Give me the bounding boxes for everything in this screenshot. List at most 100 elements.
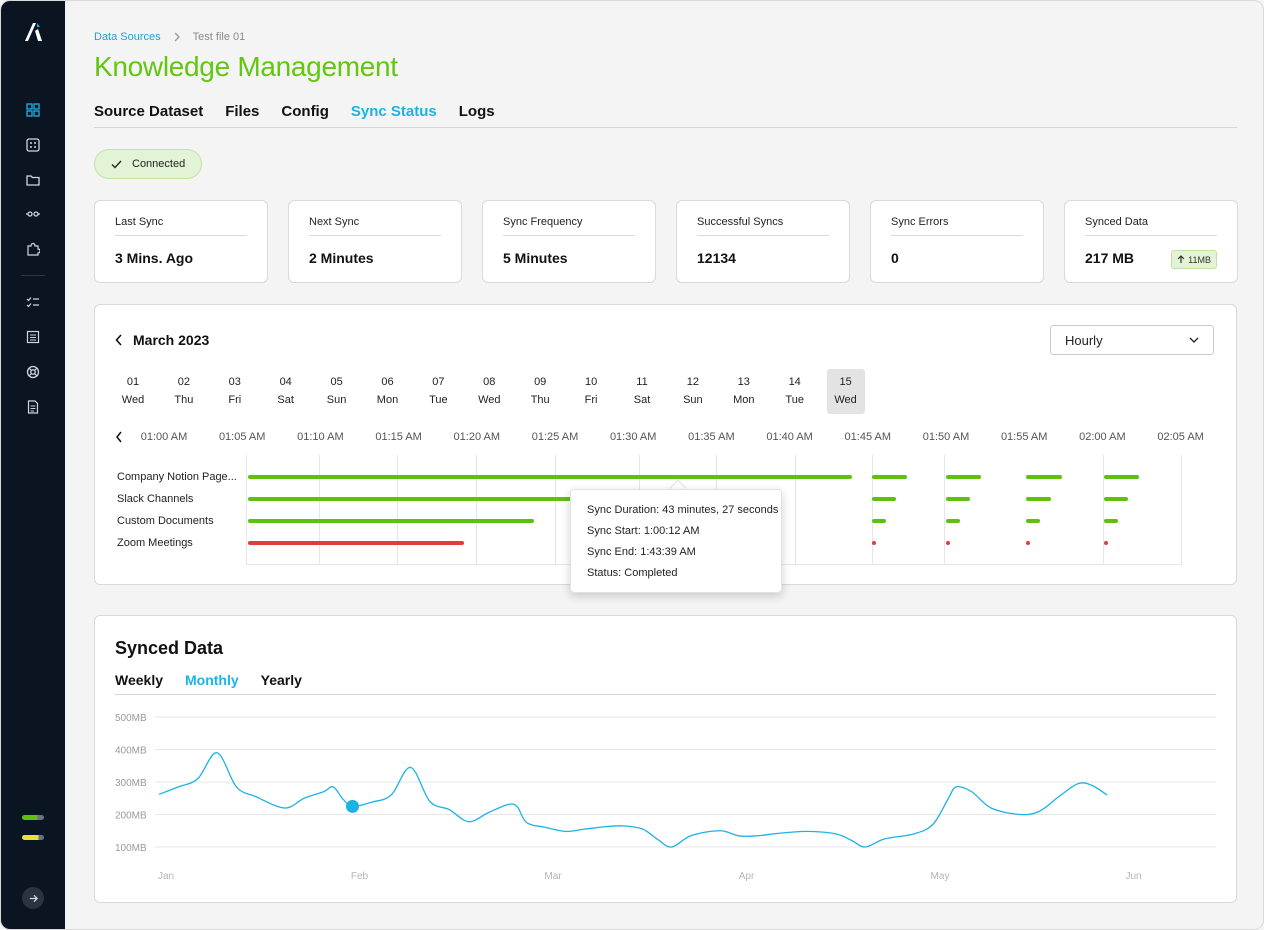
stat-label: Sync Frequency [503, 216, 583, 228]
day-06[interactable]: 06 Mon [369, 369, 407, 414]
sync-run-bar[interactable] [872, 475, 907, 479]
tab-sync-status[interactable]: Sync Status [350, 103, 437, 120]
stat-card-next-sync: Next Sync 2 Minutes [288, 200, 462, 283]
arrow-up-icon [1177, 255, 1185, 263]
sync-run-bar[interactable] [946, 475, 981, 479]
sync-error-marker[interactable] [872, 541, 876, 545]
day-number: 08 [483, 376, 496, 388]
dashboard-icon[interactable] [23, 100, 43, 120]
day-09[interactable]: 09 Thu [521, 369, 559, 414]
y-tick-label: 300MB [115, 778, 147, 789]
sync-run-bar[interactable] [946, 497, 970, 501]
time-label: 01:20 AM [453, 431, 501, 443]
tab-monthly[interactable]: Monthly [185, 672, 239, 688]
sync-run-bar[interactable] [1026, 497, 1051, 501]
stat-label: Sync Errors [891, 216, 949, 228]
sync-run-bar[interactable] [248, 475, 852, 479]
sync-error-bar[interactable] [248, 541, 464, 545]
day-04[interactable]: 04 Sat [267, 369, 305, 414]
y-tick-label: 400MB [115, 746, 147, 757]
breadcrumb-data-sources[interactable]: Data Sources [94, 31, 161, 43]
y-tick-label: 100MB [115, 843, 147, 854]
time-label: 02:00 AM [1079, 431, 1126, 443]
sync-row-label: Zoom Meetings [117, 537, 193, 549]
granularity-dropdown[interactable]: Hourly [1050, 325, 1214, 355]
tab-weekly[interactable]: Weekly [115, 672, 163, 688]
day-weekday: Wed [121, 394, 145, 406]
stat-value: 0 [891, 250, 899, 266]
day-weekday: Tue [785, 394, 804, 406]
sync-run-bar[interactable] [248, 497, 571, 501]
timeline-gridline [555, 455, 556, 565]
stat-card-synced-data: Synced Data 217 MB 11MB [1064, 200, 1238, 283]
time-label: 01:10 AM [297, 431, 344, 443]
breadcrumb: Data Sources Test file 01 [94, 31, 245, 43]
app-logo[interactable] [23, 21, 45, 43]
stat-card-successful-syncs: Successful Syncs 12134 [676, 200, 850, 283]
tab-files[interactable]: Files [225, 103, 260, 120]
day-number: 06 [381, 376, 394, 388]
day-weekday: Mon [376, 394, 399, 406]
day-number: 10 [584, 376, 598, 388]
synced-data-panel: Synced Data Weekly Monthly Yearly 100MB 2… [94, 615, 1237, 903]
sync-run-bar[interactable] [248, 519, 534, 523]
day-weekday: Sun [683, 394, 703, 406]
sync-error-marker[interactable] [1026, 541, 1030, 545]
day-11[interactable]: 11 Sat [623, 369, 661, 414]
time-label: 01:45 AM [844, 431, 892, 443]
tab-config[interactable]: Config [281, 103, 329, 120]
timeline-gridline [872, 455, 873, 565]
stat-value: 12134 [697, 250, 736, 266]
connection-icon[interactable] [23, 204, 43, 224]
day-05[interactable]: 05 Sun [318, 369, 356, 414]
time-label: 01:00 AM [140, 431, 188, 443]
month-label: March 2023 [133, 332, 210, 348]
sync-row-label: Company Notion Page... [117, 471, 237, 483]
day-08[interactable]: 08 Wed [470, 369, 508, 414]
day-12[interactable]: 12 Sun [674, 369, 712, 414]
sidebar-divider [21, 275, 45, 276]
sync-row-label: Custom Documents [117, 515, 214, 527]
stat-value: 2 Minutes [309, 250, 374, 266]
tab-logs[interactable]: Logs [458, 103, 495, 120]
sync-run-bar[interactable] [1026, 519, 1040, 523]
sync-run-bar[interactable] [872, 497, 896, 501]
day-10[interactable]: 10 Fri [572, 369, 610, 414]
checklist-icon[interactable] [23, 292, 43, 312]
timeline-gridline [1181, 455, 1182, 565]
sync-run-bar[interactable] [872, 519, 886, 523]
day-07[interactable]: 07 Tue [419, 369, 457, 414]
support-icon[interactable] [23, 362, 43, 382]
list-icon[interactable] [23, 327, 43, 347]
document-icon[interactable] [23, 397, 43, 417]
folder-icon[interactable] [23, 170, 43, 190]
sync-run-bar[interactable] [1104, 519, 1118, 523]
time-label: 01:40 AM [766, 431, 813, 443]
chevron-left-icon[interactable] [115, 431, 123, 443]
chevron-left-icon[interactable] [115, 334, 123, 346]
sync-run-bar[interactable] [1026, 475, 1062, 479]
highlight-point[interactable] [346, 799, 359, 813]
breadcrumb-current: Test file 01 [192, 31, 246, 43]
day-13[interactable]: 13 Mon [725, 369, 763, 414]
sync-run-bar[interactable] [946, 519, 960, 523]
grid-icon[interactable] [23, 135, 43, 155]
puzzle-icon[interactable] [23, 239, 43, 259]
sync-run-bar[interactable] [1104, 475, 1139, 479]
sync-run-bar[interactable] [1104, 497, 1128, 501]
day-14[interactable]: 14 Tue [776, 369, 814, 414]
sync-error-marker[interactable] [1104, 541, 1108, 545]
timeline-gridline [319, 455, 320, 565]
expand-sidebar-button[interactable] [22, 887, 44, 909]
tab-source-dataset[interactable]: Source Dataset [94, 103, 204, 120]
day-01[interactable]: 01 Wed [114, 369, 152, 414]
day-15[interactable]: 15 Wed [826, 369, 865, 414]
day-03[interactable]: 03 Fri [216, 369, 254, 414]
month-navigator: March 2023 [115, 332, 209, 348]
chevron-right-icon [174, 32, 180, 42]
day-02[interactable]: 02 Thu [165, 369, 203, 414]
period-tabs: Weekly Monthly Yearly [115, 672, 302, 688]
tab-yearly[interactable]: Yearly [260, 672, 302, 688]
sync-error-marker[interactable] [946, 541, 950, 545]
sync-row-label: Slack Channels [117, 493, 194, 505]
